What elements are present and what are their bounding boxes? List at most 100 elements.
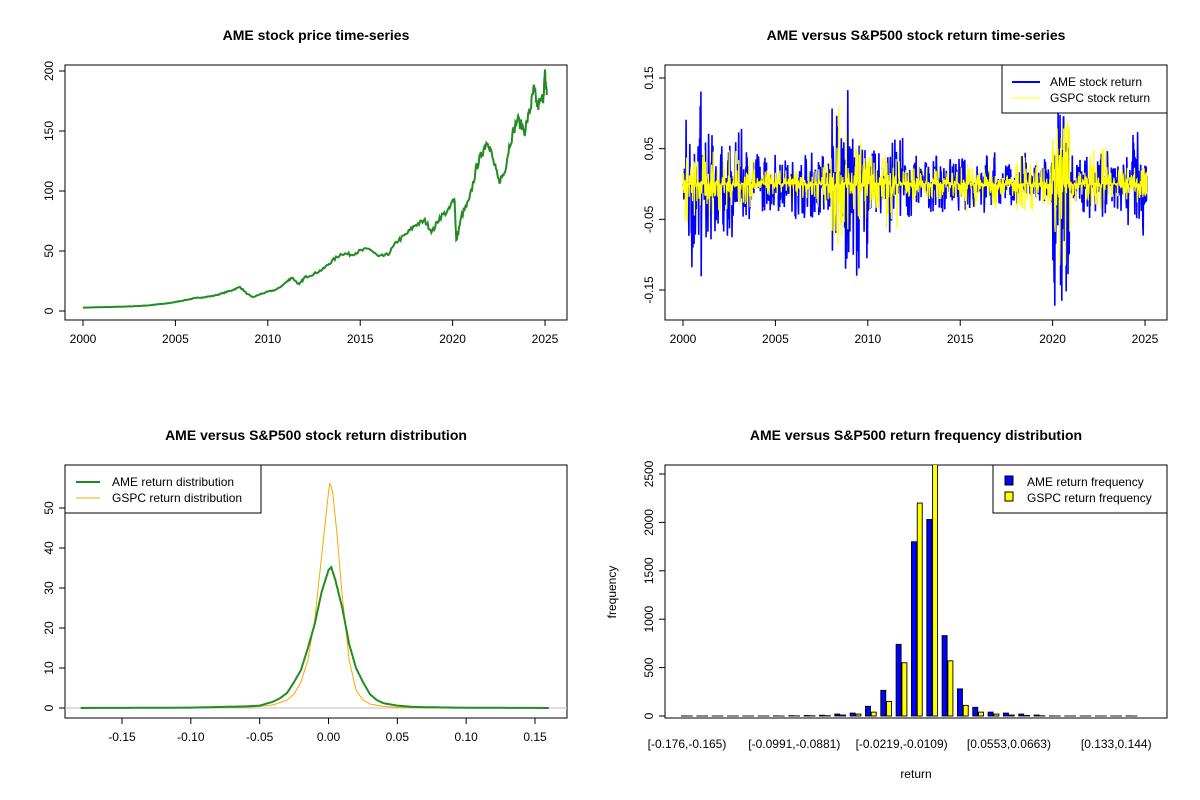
panel-distribution: -0.15 -0.10 -0.05 0.00 0.05 0.10 0.15 0 10 20 30 40… xyxy=(42,464,568,744)
x-tick-label: 2025 xyxy=(532,332,559,346)
density-line-gspc xyxy=(149,482,494,709)
bar-ame xyxy=(865,705,871,717)
bars xyxy=(681,465,1138,717)
panel-returns: 2000 2005 2010 2015 2020 2025 -0.15 -0.05 0.05 0.… xyxy=(642,64,1168,346)
x-tick-label: 2000 xyxy=(670,332,697,346)
y-tick-label: 150 xyxy=(42,121,56,141)
x-tick-label: 2005 xyxy=(162,332,189,346)
bar-ame xyxy=(1002,712,1009,717)
y-tick-label: -0.15 xyxy=(642,276,656,304)
bar-ame xyxy=(819,714,825,717)
bar-gspc xyxy=(886,701,893,717)
y-tick-label: 0.05 xyxy=(642,137,656,161)
plot-frame xyxy=(664,464,1168,719)
legend-box xyxy=(64,464,262,514)
title-frequency: AME versus S&P500 return frequency distr… xyxy=(750,427,1082,443)
legend-box xyxy=(992,464,1168,514)
x-tick-label: 0.10 xyxy=(454,730,478,744)
bar-gspc xyxy=(916,502,923,717)
y-tick-label: 0 xyxy=(42,307,56,314)
bar-ame xyxy=(926,519,933,717)
y-tick-label: 100 xyxy=(42,181,56,201)
y-tick-label: 0 xyxy=(42,704,56,711)
x-axis-label: return xyxy=(900,767,931,781)
x-tick-label: 2010 xyxy=(854,332,881,346)
legend-label: AME return distribution xyxy=(112,475,234,489)
return-line-gspc xyxy=(682,106,1148,266)
x-tick-label: 2010 xyxy=(254,332,281,346)
y-tick-label: 1000 xyxy=(642,606,656,633)
bar-gspc xyxy=(932,465,939,717)
bar-gspc xyxy=(840,714,847,717)
y-tick-label: 30 xyxy=(42,581,56,595)
price-line xyxy=(82,69,548,309)
bar-gspc xyxy=(993,713,1000,717)
title-price: AME stock price time-series xyxy=(223,27,410,43)
x-tick-label: [0.0553,0.0663) xyxy=(967,737,1051,751)
bar-ame xyxy=(972,706,979,717)
y-tick-label: 2000 xyxy=(642,509,656,536)
bar-gspc xyxy=(978,711,985,717)
bar-ame xyxy=(911,541,917,717)
y-tick-label: 0.15 xyxy=(642,66,656,90)
bar-ame xyxy=(834,713,841,717)
legend: AME return distribution GSPC return distr… xyxy=(64,464,262,514)
bar-gspc xyxy=(947,660,954,717)
y-tick-label: 40 xyxy=(42,541,56,555)
legend-label: GSPC stock return xyxy=(1050,91,1150,105)
legend-label: GSPC return distribution xyxy=(112,491,242,505)
x-tick-label: -0.10 xyxy=(177,730,205,744)
panel-price: 2000 2005 2010 2015 2020 2025 0 50 100 150 200 xyxy=(42,61,568,346)
y-tick-label: 200 xyxy=(42,61,56,81)
title-returns: AME versus S&P500 stock return time-seri… xyxy=(767,27,1066,43)
bar-ame xyxy=(849,712,856,717)
bar-ame xyxy=(1033,714,1040,717)
plot-frame xyxy=(64,64,568,321)
plot-frame xyxy=(664,64,1168,321)
x-tick-label: 0.00 xyxy=(317,730,341,744)
bar-ame xyxy=(1018,713,1025,717)
x-tick-label: -0.15 xyxy=(108,730,136,744)
bar-ame xyxy=(941,635,948,717)
y-tick-label: 10 xyxy=(42,661,56,675)
y-axis-label: frequency xyxy=(605,566,619,619)
y-tick-label: -0.05 xyxy=(642,205,656,233)
y-tick-label: 50 xyxy=(42,244,56,258)
y-tick-label: 1500 xyxy=(642,557,656,584)
y-tick-label: 20 xyxy=(42,621,56,635)
legend-label: AME stock return xyxy=(1050,75,1142,89)
bar-gspc xyxy=(962,704,969,717)
x-tick-label: 2015 xyxy=(947,332,974,346)
x-tick-label: -0.05 xyxy=(246,730,274,744)
panel-frequency: 0 500 1000 1500 2000 2500 [-0.176,-0.165) [-0.0… xyxy=(642,460,1168,751)
y-tick-label: 500 xyxy=(642,657,656,677)
legend-swatch xyxy=(1004,475,1014,486)
legend-label: GSPC return frequency xyxy=(1027,491,1152,505)
legend-label: AME return frequency xyxy=(1027,475,1144,489)
bar-gspc xyxy=(855,713,862,717)
bar-gspc xyxy=(901,662,908,717)
title-distribution: AME versus S&P500 stock return distribut… xyxy=(165,427,467,443)
legend-swatch xyxy=(1004,491,1014,502)
density-line-ame xyxy=(80,565,549,709)
bar-ame xyxy=(880,689,887,717)
bar-gspc xyxy=(870,711,877,717)
legend: AME return frequency GSPC return frequenc… xyxy=(992,464,1168,514)
y-tick-label: 50 xyxy=(42,501,56,515)
x-tick-label: 0.05 xyxy=(386,730,410,744)
x-tick-label: [0.133,0.144) xyxy=(1081,737,1152,751)
y-tick-label: 2500 xyxy=(642,460,656,487)
legend: AME stock return GSPC stock return xyxy=(1001,64,1168,114)
plot-frame xyxy=(64,464,568,719)
legend-box xyxy=(1001,64,1168,114)
bar-ame xyxy=(987,711,994,717)
y-tick-label: 0 xyxy=(642,712,656,719)
x-tick-label: [-0.0991,-0.0881) xyxy=(748,737,840,751)
x-tick-label: 2000 xyxy=(70,332,97,346)
x-tick-label: 2025 xyxy=(1132,332,1159,346)
x-tick-label: 2020 xyxy=(1039,332,1066,346)
x-tick-label: 2005 xyxy=(762,332,789,346)
x-tick-label: 2020 xyxy=(439,332,466,346)
x-tick-label: 0.15 xyxy=(523,730,547,744)
